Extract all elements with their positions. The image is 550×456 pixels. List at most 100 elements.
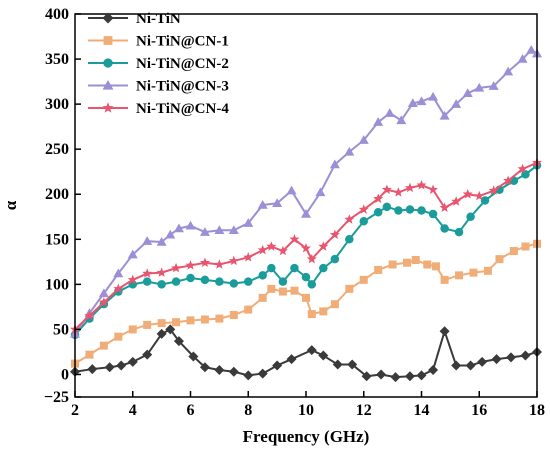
data-point [199,362,210,373]
data-point [451,99,462,108]
series-line [74,242,538,365]
y-tick-label: 50 [53,321,69,338]
data-point [185,260,196,270]
data-point [428,209,438,219]
data-point [199,257,210,267]
data-point [344,146,355,156]
data-point [319,263,328,273]
x-tick-label: 18 [529,402,545,419]
data-point [173,336,184,347]
data-point [439,110,450,120]
data-point [393,187,404,197]
data-point [266,241,277,251]
data-point [454,227,464,237]
data-point [466,212,475,222]
data-point [359,275,368,284]
data-point [243,252,254,262]
data-point [157,280,166,289]
data-point [257,368,268,379]
data-point [171,277,181,286]
legend: Ni-TiN Ni-TiN@CN-1 Ni-TiN@CN-2 Ni-TiN@CN-3 N… [88,11,229,117]
data-point [488,81,499,90]
y-tick-label: 100 [45,276,69,293]
data-point [451,360,462,371]
data-point [405,205,415,214]
data-point [404,371,415,382]
data-point [142,277,152,286]
data-point [361,371,372,382]
data-point [156,267,167,277]
data-point [404,182,415,193]
data-point [244,277,253,286]
data-point [257,244,268,255]
data-point [185,220,196,230]
y-tick-label: 200 [45,186,69,203]
data-point [330,300,339,309]
data-point [329,159,340,169]
data-point [474,82,485,92]
data-point [474,190,485,201]
x-tick-label: 16 [471,402,487,419]
data-point [243,218,254,227]
data-point [423,260,432,269]
data-point [431,262,440,271]
legend-marker [102,12,114,24]
series-5 [70,157,542,334]
data-point [272,360,283,371]
data-point [142,236,153,245]
data-point [407,98,418,107]
legend-marker [103,36,113,45]
series-1 [70,324,542,383]
data-point [488,185,499,195]
data-point [286,185,297,195]
data-point [200,275,210,285]
data-point [258,293,267,302]
data-point [347,359,358,370]
data-point [439,326,450,337]
data-point [156,236,167,246]
data-point [301,272,311,282]
data-point [358,135,369,144]
x-tick-label: 14 [414,402,430,419]
data-point [503,66,514,76]
data-point [318,350,329,361]
y-axis-title: α [1,200,20,210]
data-point [278,277,288,286]
data-point [376,369,387,380]
data-point [521,170,530,179]
data-point [517,54,528,63]
data-point [416,96,427,106]
x-axis-title: Frequency (GHz) [243,427,370,446]
data-point [315,187,326,197]
data-point [301,209,311,218]
data-point [388,260,397,269]
data-point [455,271,464,280]
data-point [306,253,317,264]
data-point [382,202,392,212]
x-tick-label: 8 [244,402,252,419]
data-point [439,202,450,212]
data-point [128,325,137,334]
data-point [503,175,514,185]
legend-label: Ni-TiN@CN-3 [136,79,229,95]
data-point [157,319,166,328]
data-point [477,356,488,367]
x-tick-label: 4 [129,402,137,419]
data-point [199,227,210,236]
data-point [440,224,449,233]
data-point [462,88,473,98]
data-point [394,206,403,215]
data-point [289,234,300,244]
data-point [173,223,184,233]
data-point [214,225,225,235]
data-point [521,242,530,251]
legend-item: Ni-TiN@CN-1 [88,34,229,50]
legend-item: Ni-TiN [88,11,181,27]
data-point [483,266,492,275]
data-point [229,310,238,319]
data-point [214,259,225,269]
data-point [267,284,276,293]
data-point [428,364,439,375]
x-tick-label: 2 [71,402,79,419]
